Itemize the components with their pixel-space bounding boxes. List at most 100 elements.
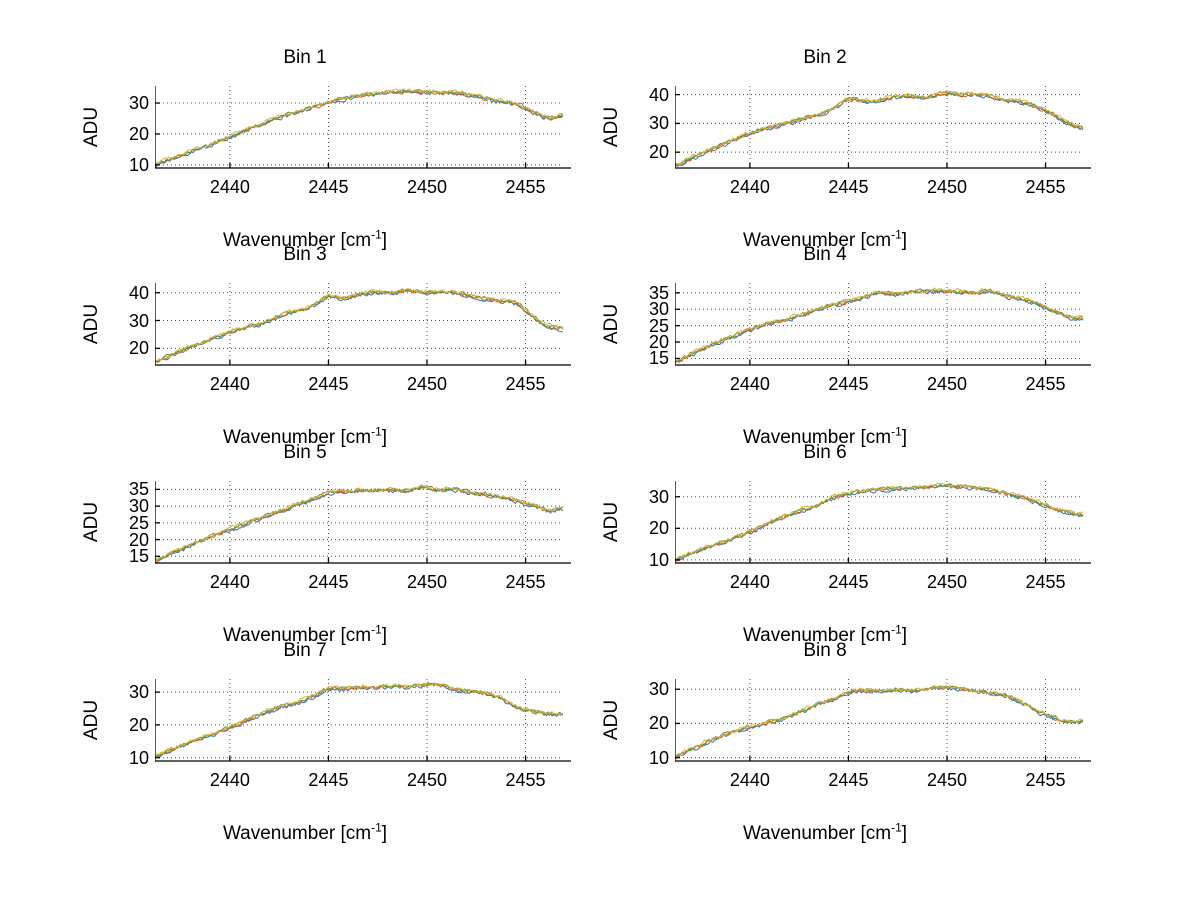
x-tick-label: 2445	[308, 770, 349, 790]
y-axis-label: ADU	[601, 303, 622, 345]
x-axis-label-exponent: -1	[891, 424, 902, 439]
x-tick-label: 2440	[729, 770, 770, 790]
data-series-line	[675, 684, 1084, 758]
x-axis-label-exponent: -1	[891, 820, 902, 835]
x-axis-label-text: Wavenumber [cm	[222, 427, 372, 448]
x-axis-label-exponent: -1	[891, 227, 902, 242]
y-tick-label: 10	[648, 747, 669, 768]
y-tick-label: 40	[648, 84, 669, 105]
data-series-line	[675, 90, 1084, 166]
subplot-title: Bin 8	[803, 640, 847, 661]
x-axis-label-text: Wavenumber [cm	[742, 625, 892, 646]
x-axis-label: Wavenumber [cm-1]	[565, 820, 1085, 845]
subplot-title: Bin 3	[283, 244, 327, 265]
data-series-line	[155, 288, 564, 362]
x-axis-label-bracket: ]	[901, 823, 908, 844]
y-axis-label: ADU	[601, 501, 622, 543]
x-tick-label: 2455	[1025, 770, 1066, 790]
x-tick-label: 2450	[406, 572, 448, 592]
plot-area	[155, 86, 577, 178]
data-series-line	[155, 483, 564, 561]
plot-area	[155, 283, 577, 375]
y-axis-label: ADU	[81, 501, 102, 543]
x-axis-label-text: Wavenumber [cm	[742, 823, 892, 844]
data-series-line	[675, 287, 1084, 362]
subplot-bin-1: Bin 1 ADU Wavenumber [cm-1] 10 20 30 2440 2445 2…	[45, 47, 571, 263]
y-tick-label: 30	[128, 310, 149, 331]
x-tick-label: 2455	[505, 572, 546, 592]
y-axis-label: ADU	[81, 699, 102, 741]
x-axis-label-exponent: -1	[371, 820, 382, 835]
x-axis-label: Wavenumber [cm-1]	[45, 424, 565, 449]
subplot-bin-6: Bin 6 ADU Wavenumber [cm-1] 10 20 30 2440 2445 2…	[565, 443, 1091, 658]
x-axis-label: Wavenumber [cm-1]	[565, 624, 1085, 647]
plot-area	[675, 679, 1097, 771]
x-axis-label-text: Wavenumber [cm	[742, 230, 892, 251]
plot-area	[675, 283, 1097, 375]
x-tick-label: 2445	[828, 770, 869, 790]
y-tick-label: 30	[648, 486, 669, 507]
x-axis-label-exponent: -1	[371, 227, 382, 242]
subplot-bin-8: Bin 8 ADU Wavenumber [cm-1] 10 20 30 2440 2445 2…	[565, 640, 1091, 856]
x-axis-label-bracket: ]	[901, 625, 908, 646]
x-tick-label: 2450	[926, 572, 968, 592]
x-axis-label-bracket: ]	[381, 230, 388, 251]
x-axis-label-text: Wavenumber [cm	[742, 427, 892, 448]
x-tick-label: 2440	[729, 374, 770, 394]
x-axis-label: Wavenumber [cm-1]	[565, 227, 1085, 252]
plot-area	[675, 481, 1097, 573]
data-series-line	[155, 682, 564, 758]
x-tick-label: 2445	[828, 374, 869, 394]
data-series-line	[155, 682, 564, 759]
x-tick-label: 2440	[729, 572, 770, 592]
y-axis-label: ADU	[81, 303, 102, 345]
y-tick-label: 10	[128, 154, 149, 175]
x-tick-label: 2445	[828, 177, 869, 197]
x-axis-label-bracket: ]	[381, 427, 388, 448]
x-tick-label: 2450	[926, 177, 968, 197]
data-series-line	[675, 685, 1084, 758]
data-series-line	[675, 289, 1084, 364]
y-tick-label: 20	[648, 518, 669, 539]
x-tick-label: 2450	[406, 374, 448, 394]
x-tick-label: 2440	[209, 572, 250, 592]
x-tick-label: 2440	[729, 177, 770, 197]
x-axis-label: Wavenumber [cm-1]	[45, 227, 565, 252]
x-tick-label: 2440	[209, 770, 250, 790]
x-axis-label-exponent: -1	[371, 622, 382, 637]
plot-area	[155, 481, 577, 573]
y-tick-label: 35	[128, 479, 149, 500]
x-axis-label-exponent: -1	[371, 424, 382, 439]
data-series-line	[675, 482, 1084, 560]
x-tick-label: 2450	[926, 374, 968, 394]
y-tick-label: 25	[648, 315, 669, 336]
x-tick-label: 2450	[406, 770, 448, 790]
x-axis-label-bracket: ]	[381, 625, 388, 646]
subplot-title: Bin 1	[283, 47, 327, 68]
y-tick-label: 30	[128, 682, 149, 703]
x-tick-label: 2445	[828, 572, 869, 592]
y-tick-label: 10	[648, 549, 669, 570]
y-tick-label: 30	[128, 496, 149, 517]
data-series-line	[675, 685, 1084, 760]
x-tick-label: 2440	[209, 374, 250, 394]
x-tick-label: 2445	[308, 374, 349, 394]
subplot-bin-2: Bin 2 ADU Wavenumber [cm-1] 20 30 40 2440 2445 2…	[565, 48, 1091, 263]
y-tick-label: 35	[648, 282, 669, 303]
data-series-line	[675, 685, 1084, 757]
x-axis-label: Wavenumber [cm-1]	[45, 820, 565, 845]
y-tick-label: 30	[128, 93, 149, 114]
y-tick-label: 20	[128, 529, 149, 550]
y-tick-label: 20	[648, 332, 669, 353]
x-axis-label-text: Wavenumber [cm	[222, 230, 372, 251]
y-tick-label: 30	[648, 299, 669, 320]
x-axis-label-text: Wavenumber [cm	[222, 823, 372, 844]
y-tick-label: 20	[648, 713, 669, 734]
x-tick-label: 2445	[308, 177, 349, 197]
x-tick-label: 2445	[308, 572, 349, 592]
y-axis-label: ADU	[601, 106, 622, 148]
y-tick-label: 20	[128, 338, 149, 359]
x-axis-label: Wavenumber [cm-1]	[565, 424, 1085, 449]
y-axis-label: ADU	[601, 699, 622, 741]
